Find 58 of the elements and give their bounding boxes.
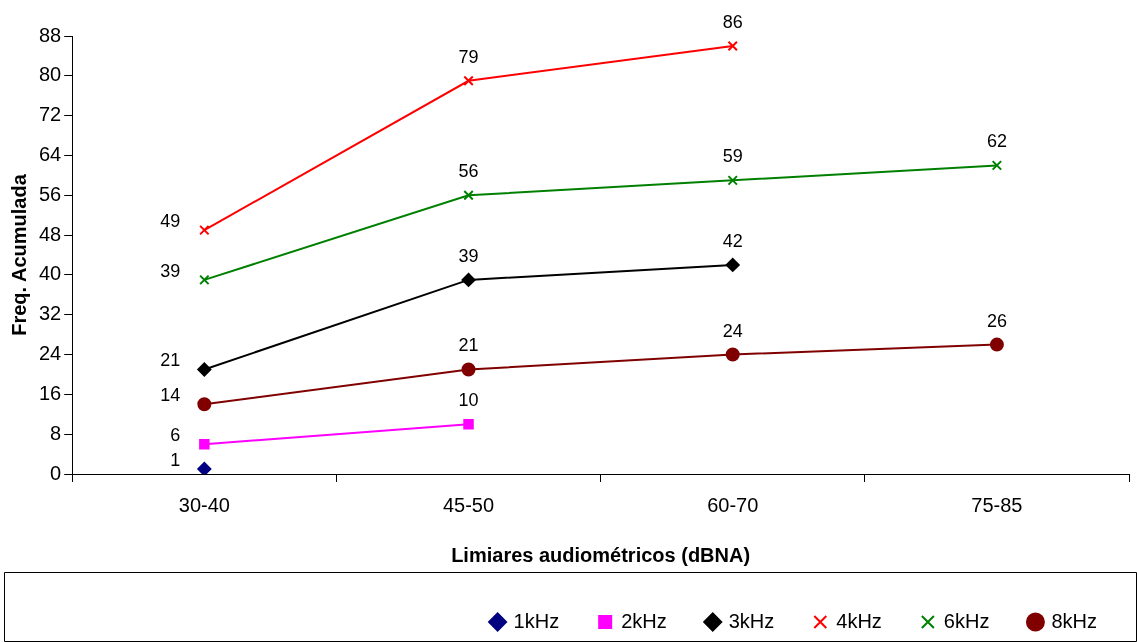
- y-axis-title: Freq. Acumulada: [7, 173, 30, 336]
- point: [463, 75, 474, 87]
- data-label: 21: [458, 335, 479, 356]
- point: [727, 175, 738, 186]
- data-label: 1: [170, 449, 181, 470]
- point: [199, 438, 210, 450]
- data-label: 24: [722, 320, 743, 341]
- y-tick-label: 40: [39, 262, 62, 285]
- point: [197, 397, 212, 412]
- data-label: 42: [722, 230, 743, 251]
- y-tick-label: 32: [39, 302, 62, 325]
- y-tick-label: 64: [39, 142, 62, 165]
- y-tick-label: 24: [39, 342, 62, 365]
- x-axis-title: Limiares audiométricos (dBNA): [451, 543, 751, 566]
- x-tick-label: 45-50: [442, 493, 495, 516]
- data-label: 39: [458, 245, 479, 266]
- point: [199, 274, 210, 286]
- point: [199, 224, 210, 236]
- data-label: 79: [458, 46, 479, 67]
- data-label: 10: [458, 390, 479, 411]
- legend-label: 2kHz: [621, 609, 667, 632]
- data-label: 14: [160, 385, 181, 406]
- point: [463, 190, 474, 201]
- point: [989, 337, 1004, 352]
- legend-label: 6kHz: [943, 609, 990, 632]
- point: [725, 257, 740, 272]
- y-tick-label: 88: [39, 23, 62, 46]
- point: [727, 40, 738, 52]
- y-tick-label: 80: [39, 63, 62, 86]
- x-tick-label: 75-85: [971, 493, 1023, 516]
- point: [991, 160, 1003, 171]
- point: [725, 347, 740, 362]
- x-tick-label: 30-40: [178, 493, 230, 516]
- legend-label: 3kHz: [728, 609, 775, 632]
- data-label: 49: [160, 211, 181, 232]
- y-tick-label: 16: [39, 381, 62, 404]
- data-label: 86: [722, 11, 743, 32]
- y-tick-label: 72: [39, 103, 62, 126]
- point: [461, 272, 476, 287]
- y-tick-label: 8: [50, 421, 62, 444]
- data-label: 62: [986, 131, 1007, 152]
- data-label: 39: [160, 260, 181, 281]
- legend-label: 4kHz: [836, 609, 882, 632]
- data-label: 26: [986, 310, 1007, 331]
- point: [463, 418, 474, 430]
- point: [197, 362, 212, 377]
- y-tick-label: 48: [39, 222, 62, 245]
- data-label: 21: [160, 350, 181, 371]
- point: [461, 362, 476, 377]
- legend-label: 8kHz: [1051, 609, 1098, 632]
- data-label: 56: [458, 161, 479, 182]
- y-tick-label: 56: [39, 182, 62, 205]
- y-tick-label: 0: [50, 461, 62, 484]
- legend-label: 1kHz: [513, 609, 560, 632]
- x-tick-label: 60-70: [707, 493, 759, 516]
- data-label: 59: [722, 146, 743, 167]
- data-label: 6: [170, 425, 181, 446]
- point: [197, 462, 212, 474]
